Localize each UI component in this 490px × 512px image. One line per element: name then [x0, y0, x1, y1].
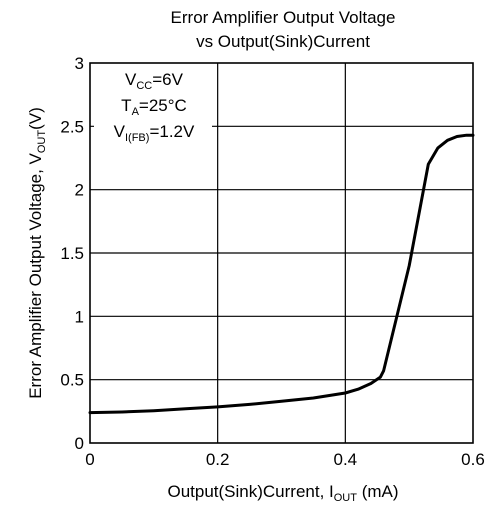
chart-title-line-2: vs Output(Sink)Current	[196, 32, 370, 51]
plot-frame	[89, 62, 474, 444]
x-axis-label-text: Output(Sink)Current, I	[167, 482, 333, 501]
y-tick-label: 0	[75, 434, 84, 453]
annotation-value: =6V	[152, 70, 183, 89]
annotation-symbol: V	[125, 70, 137, 89]
y-tick-label: 2	[75, 181, 84, 200]
x-tick-label: 0.2	[206, 450, 230, 469]
annotation-value: =25°C	[139, 96, 187, 115]
annotation-line: VI(FB)=1.2V	[114, 122, 195, 144]
annotation-line: VCC=6V	[125, 70, 184, 92]
y-tick-label: 2.5	[60, 117, 84, 136]
y-axis-label-subscript: OUT	[36, 130, 48, 154]
annotation-symbol: V	[114, 122, 126, 141]
annotation-symbol: T	[121, 96, 131, 115]
annotation-subscript: CC	[136, 80, 152, 92]
x-tick-label: 0.4	[334, 450, 358, 469]
y-tick-label: 1.5	[60, 244, 84, 263]
x-axis-label-unit: (mA)	[357, 482, 399, 501]
x-axis-label-subscript: OUT	[334, 492, 358, 504]
y-tick-label: 3	[75, 54, 84, 73]
series-line	[88, 133, 475, 415]
y-tick-label: 1	[75, 307, 84, 326]
y-tick-label: 0.5	[60, 371, 84, 390]
plot-area: 0 0.2 0.4 0.6 0 0.5 1 1.5 2 2.5 3	[60, 54, 484, 469]
annotation-value: =1.2V	[149, 122, 195, 141]
x-tick-label: 0.6	[461, 450, 485, 469]
annotation-line: TA=25°C	[121, 96, 187, 118]
annotation-backdrop	[94, 66, 212, 148]
y-axis-label: Error Amplifier Output Voltage, VOUT(V)	[26, 107, 48, 399]
y-axis-label-unit: (V)	[26, 107, 45, 130]
x-axis-label: Output(Sink)Current, IOUT (mA)	[167, 482, 398, 504]
annotation-subscript: A	[132, 106, 140, 118]
chart-title-line-1: Error Amplifier Output Voltage	[171, 8, 396, 27]
annotation-subscript: I(FB)	[125, 132, 149, 144]
x-tick-label: 0	[85, 450, 94, 469]
y-axis-label-text: Error Amplifier Output Voltage, V	[26, 152, 45, 398]
